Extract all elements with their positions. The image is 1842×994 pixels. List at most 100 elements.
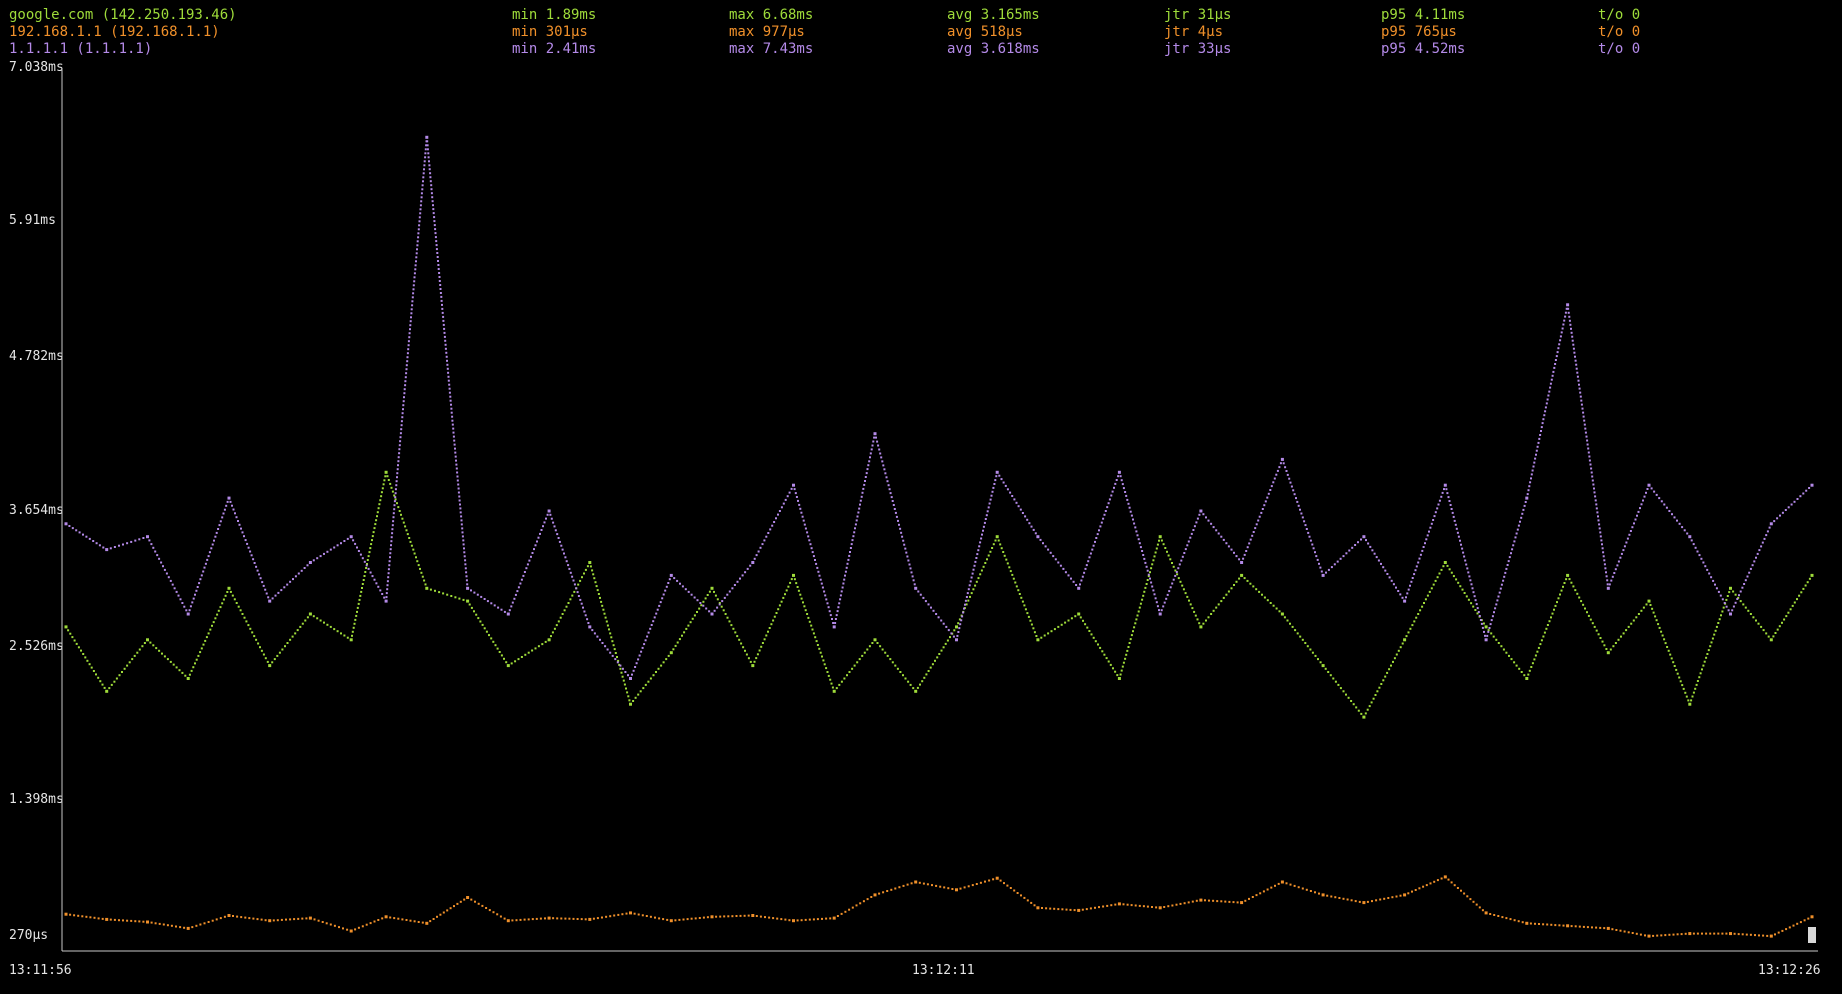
trace-dot [1306,645,1309,648]
trace-dot [1296,500,1299,503]
trace-dot [401,416,404,419]
trace-dot [918,881,921,884]
trace-dot [1174,574,1177,577]
trace-dot [1020,894,1022,897]
trace-dot [1186,544,1189,547]
trace-dot [1599,535,1602,538]
trace-dot [1449,504,1452,506]
trace-dot [829,917,832,920]
data-point [629,677,632,680]
trace-dot [1419,553,1422,556]
series-min-stat: min 2.41ms [512,41,597,57]
trace-dot [1064,621,1067,624]
trace-dot [1554,359,1557,361]
trace-dot [1165,597,1168,600]
trace-dot [1799,495,1802,498]
trace-dot [776,917,779,920]
trace-dot [1026,612,1029,615]
trace-dot [1531,469,1534,472]
trace-dot [357,602,360,605]
trace-dot [1342,897,1345,900]
trace-dot [1207,519,1210,522]
trace-dot [613,648,616,651]
trace-dot [718,602,721,604]
trace-dot [1257,519,1260,522]
trace-dot [434,236,437,239]
data-point [1403,599,1407,603]
data-point [751,664,755,668]
trace-dot [260,649,263,652]
trace-dot [1370,701,1373,704]
trace-dot [378,503,381,506]
trace-dot [1734,601,1737,604]
trace-dot [557,620,560,623]
trace-dot [1806,581,1809,584]
trace-dot [1081,575,1084,578]
trace-dot [1535,453,1537,456]
trace-dot [869,452,872,455]
trace-dot [749,564,752,567]
trace-dot [646,635,649,638]
trace-dot [894,664,897,667]
trace-dot [731,587,734,590]
trace-dot [366,563,368,565]
trace-dot [432,918,435,920]
trace-dot [503,657,505,660]
trace-dot [1180,559,1183,562]
trace-dot [617,913,620,916]
data-point [64,912,68,916]
trace-dot [1300,512,1303,515]
trace-dot [1727,609,1730,612]
trace-dot [1029,619,1032,622]
trace-dot [854,523,857,526]
trace-dot [356,546,358,549]
trace-dot [734,631,737,634]
trace-dot [1124,491,1127,493]
trace-dot [1773,520,1776,523]
trace-dot [436,252,439,254]
trace-dot [793,488,796,491]
trace-dot [664,589,667,592]
trace-dot [1138,904,1141,907]
trace-dot [981,533,983,536]
trace-dot [1579,391,1582,394]
trace-dot [1590,471,1593,474]
trace-dot [446,909,449,912]
trace-dot [194,662,196,665]
trace-dot [1122,903,1125,906]
trace-dot [1562,323,1565,326]
trace-dot [262,653,265,656]
trace-dot [1708,572,1711,575]
trace-dot [396,472,399,475]
data-point [227,914,231,917]
trace-dot [1757,622,1760,625]
trace-dot [416,560,419,563]
trace-dot [264,919,267,922]
trace-dot [477,617,480,620]
trace-dot [1802,587,1805,590]
trace-dot [475,613,478,616]
trace-dot [883,468,886,471]
trace-dot [1103,513,1106,516]
trace-dot [982,565,985,568]
trace-dot [1106,506,1109,509]
trace-dot [1243,577,1246,580]
trace-dot [181,671,184,674]
trace-dot [1405,596,1407,599]
trace-dot [843,578,846,581]
trace-dot [1595,926,1598,929]
trace-dot [991,490,994,493]
trace-dot [563,552,565,555]
trace-dot [552,917,555,920]
trace-dot [1479,619,1482,621]
data-point [268,599,272,603]
trace-dot [393,500,396,503]
trace-dot [412,288,415,291]
trace-dot [208,551,211,554]
trace-dot [1034,532,1037,535]
data-point [955,638,958,642]
trace-dot [967,588,970,591]
trace-dot [1411,577,1414,579]
trace-dot [1665,506,1668,509]
trace-dot [73,914,76,917]
